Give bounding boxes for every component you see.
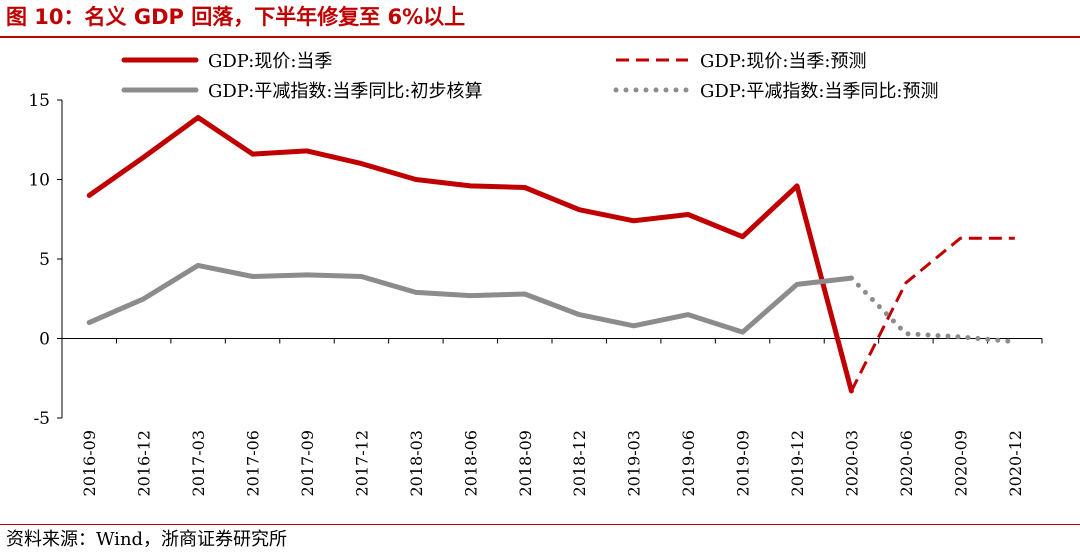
series-line-4 bbox=[848, 275, 1018, 345]
x-tick-label: 2019-06 bbox=[679, 430, 698, 496]
x-tick-label: 2020-09 bbox=[951, 430, 970, 496]
legend-label: GDP:现价:当季:预测 bbox=[700, 51, 866, 72]
x-tick-label: 2018-06 bbox=[461, 430, 480, 496]
series-line-1 bbox=[86, 115, 854, 394]
x-tick-label: 2020-03 bbox=[842, 430, 861, 496]
x-tick-label: 2018-12 bbox=[570, 430, 589, 496]
x-tick-label: 2018-03 bbox=[407, 430, 426, 496]
y-tick-label: 0 bbox=[39, 330, 50, 350]
figure-title: 图 10：名义 GDP 回落，下半年修复至 6%以上 bbox=[6, 5, 466, 29]
source-note: 资料来源：Wind，浙商证券研究所 bbox=[6, 529, 288, 550]
series-line-2 bbox=[850, 236, 1015, 392]
x-tick-label: 2019-09 bbox=[734, 430, 753, 496]
legend-label: GDP:现价:当季 bbox=[208, 51, 332, 72]
legend-label: GDP:平减指数:当季同比:预测 bbox=[700, 81, 938, 102]
x-tick-label: 2017-12 bbox=[352, 430, 371, 496]
y-axis: -5 0 5 10 15 bbox=[28, 91, 63, 429]
x-tick-label: 2019-12 bbox=[788, 430, 807, 496]
x-tick-label: 2020-12 bbox=[1006, 430, 1025, 496]
x-tick-label: 2017-09 bbox=[298, 430, 317, 496]
gdp-line-chart: GDP:现价:当季 GDP:现价:当季:预测 GDP:平减指数:当季同比:初步核算 G… bbox=[28, 51, 1043, 496]
y-tick-label: 15 bbox=[28, 91, 50, 111]
x-tick-label: 2016-09 bbox=[80, 430, 99, 496]
x-tick-label: 2018-09 bbox=[516, 430, 535, 496]
x-tick-label: 2019-03 bbox=[625, 430, 644, 496]
legend-label: GDP:平减指数:当季同比:初步核算 bbox=[208, 81, 482, 102]
x-tick-label: 2016-12 bbox=[135, 430, 154, 496]
x-axis: 2016-09 2016-12 2017-03 2017-06 2017-09 2017-… bbox=[61, 338, 1043, 496]
series-line-3 bbox=[86, 262, 854, 335]
series-lines bbox=[86, 115, 1018, 394]
y-tick-label: 10 bbox=[28, 171, 50, 191]
y-tick-label: 5 bbox=[39, 250, 50, 270]
x-tick-label: 2017-06 bbox=[244, 430, 263, 496]
title-rule bbox=[0, 36, 1080, 38]
x-tick-label: 2020-06 bbox=[897, 430, 916, 496]
x-tick-label: 2017-03 bbox=[189, 430, 208, 496]
source-rule bbox=[0, 524, 1080, 525]
legend: GDP:现价:当季 GDP:现价:当季:预测 GDP:平减指数:当季同比:初步核算 G… bbox=[121, 51, 938, 102]
y-tick-label: -5 bbox=[33, 409, 50, 429]
